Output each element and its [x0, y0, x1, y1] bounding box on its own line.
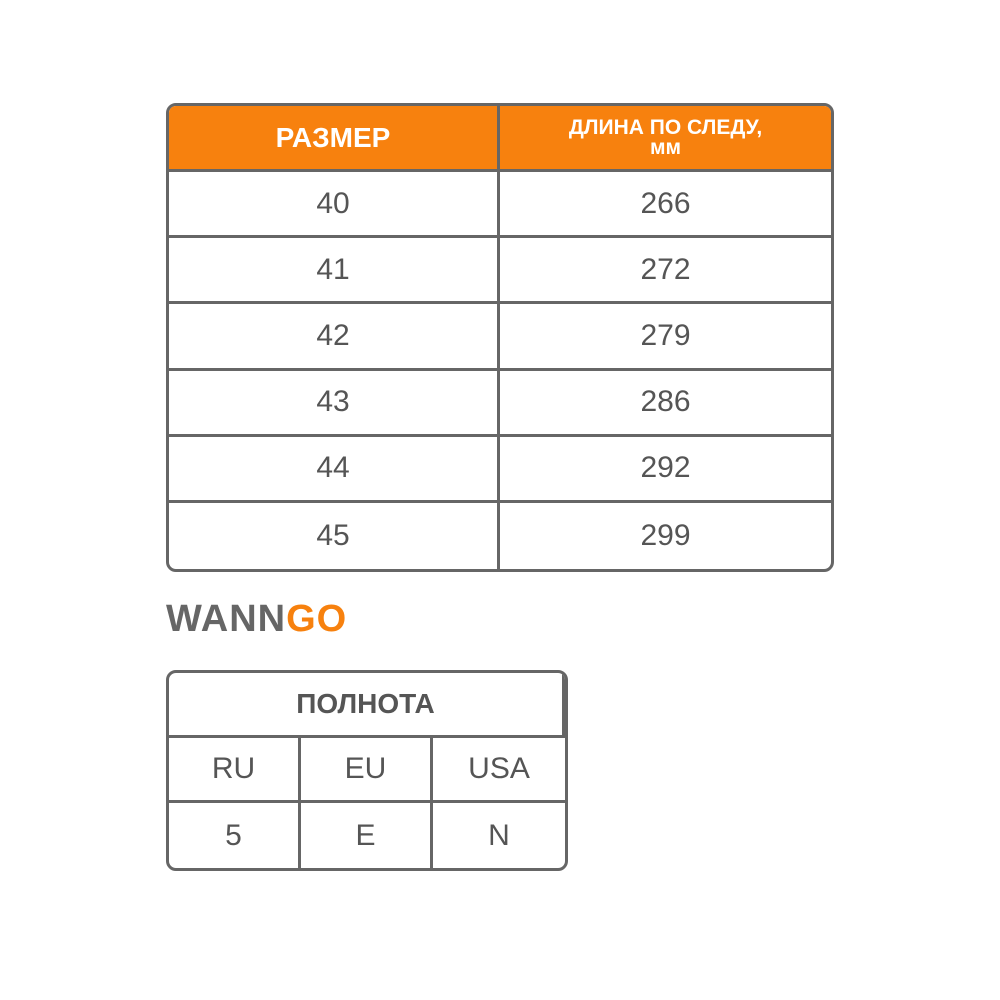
logo-dark: WANN	[166, 598, 287, 640]
table-cell: 279	[500, 304, 831, 371]
logo-accent: GO	[286, 598, 348, 640]
table-cell: 44	[169, 436, 500, 503]
table-cell: 45	[169, 502, 500, 569]
table-cell: 42	[169, 304, 500, 371]
table-cell: 41	[169, 238, 500, 305]
table-cell: 272	[500, 238, 831, 305]
width-table: ПОЛНОТА RU EU USA 5 E N	[166, 670, 568, 871]
table-cell: 43	[169, 370, 500, 437]
header-cell: РАЗМЕР	[169, 106, 500, 173]
table-cell: 266	[500, 172, 831, 239]
table-cell: N	[488, 818, 510, 852]
table-cell: E	[301, 803, 433, 868]
size-table: РАЗМЕР ДЛИНА ПО СЛЕДУ, мм 40 266 41 272 42 279 4…	[166, 103, 834, 572]
table-cell: 5	[169, 803, 301, 868]
table-cell: 292	[500, 437, 831, 503]
header-cell: RU	[169, 738, 301, 803]
logo: WANNGO	[166, 598, 347, 641]
header-cell: EU	[301, 738, 433, 803]
table-cell: 299	[640, 518, 691, 552]
table-title: ПОЛНОТА	[169, 673, 565, 738]
table-cell: 286	[500, 371, 831, 437]
header-cell: ДЛИНА ПО СЛЕДУ, мм	[500, 106, 831, 173]
header-cell: USA	[433, 738, 565, 803]
table-cell: 40	[169, 172, 500, 239]
